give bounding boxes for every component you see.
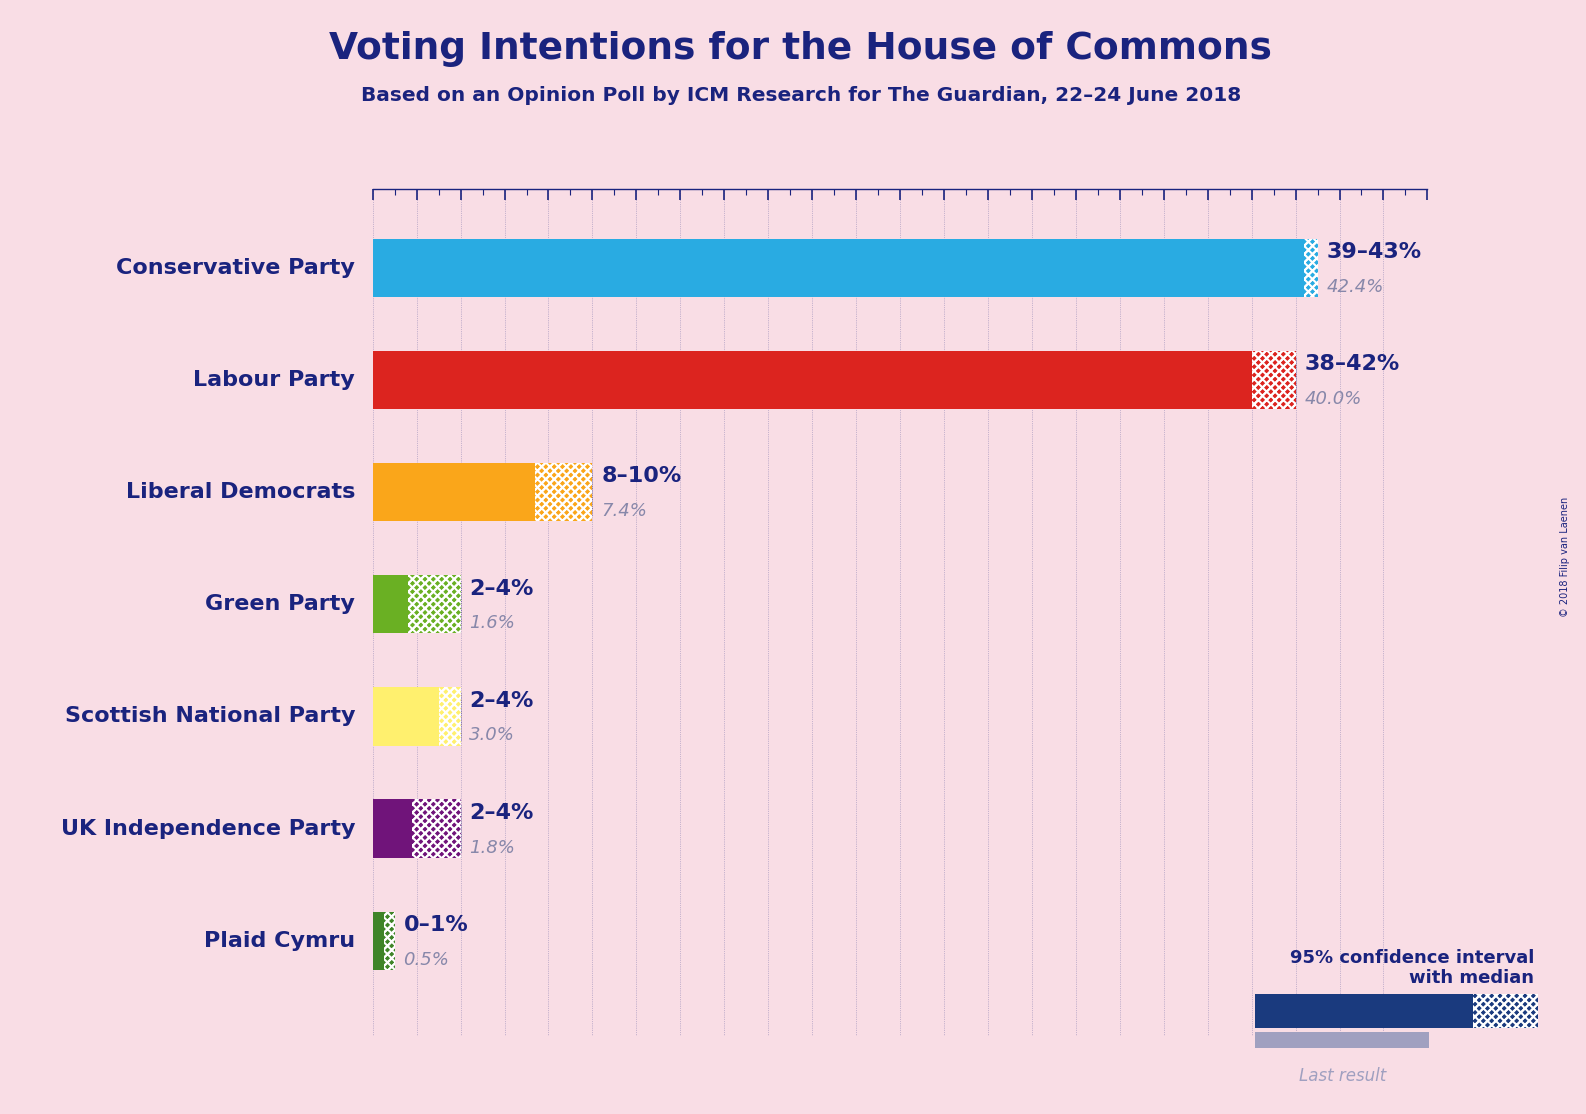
Text: 0–1%: 0–1% (403, 915, 468, 935)
Bar (1473, 995, 1581, 1027)
Text: 2–4%: 2–4% (469, 803, 534, 823)
Text: 0.5%: 0.5% (403, 950, 449, 969)
Bar (412, 800, 460, 858)
Text: Conservative Party: Conservative Party (116, 257, 355, 277)
Text: Liberal Democrats: Liberal Democrats (125, 482, 355, 502)
Bar (408, 575, 460, 634)
Bar (373, 693, 460, 740)
Bar (1473, 995, 1581, 1027)
Bar (408, 575, 460, 634)
Bar (1251, 351, 1296, 409)
Bar (373, 687, 439, 745)
Bar (373, 245, 1318, 291)
Text: Labour Party: Labour Party (193, 370, 355, 390)
Text: 40.0%: 40.0% (1304, 390, 1362, 408)
Text: Based on an Opinion Poll by ICM Research for The Guardian, 22–24 June 2018: Based on an Opinion Poll by ICM Research… (360, 86, 1242, 105)
Text: 38–42%: 38–42% (1304, 354, 1399, 374)
Bar (373, 706, 439, 726)
Bar (1251, 351, 1296, 409)
Bar (412, 800, 460, 858)
Bar (373, 469, 593, 516)
Text: © 2018 Filip van Laenen: © 2018 Filip van Laenen (1561, 497, 1570, 617)
Bar (373, 356, 1296, 403)
Bar (373, 582, 460, 627)
Text: Scottish National Party: Scottish National Party (65, 706, 355, 726)
Bar (373, 819, 412, 839)
Bar (384, 911, 395, 970)
Text: Green Party: Green Party (205, 594, 355, 614)
Bar (1255, 995, 1473, 1027)
Bar (373, 931, 384, 950)
Bar (373, 238, 1304, 297)
Bar (373, 258, 1304, 277)
Text: 2–4%: 2–4% (469, 578, 534, 598)
Bar (373, 482, 536, 502)
Text: 3.0%: 3.0% (469, 726, 515, 744)
Bar (373, 351, 1251, 409)
Bar (439, 687, 460, 745)
Bar (1304, 238, 1318, 297)
Bar (373, 370, 1251, 390)
Bar (373, 800, 412, 858)
Text: 1.6%: 1.6% (469, 614, 515, 633)
Bar (373, 575, 408, 634)
Bar (1304, 238, 1318, 297)
Text: 39–43%: 39–43% (1326, 242, 1421, 262)
Bar (373, 911, 384, 970)
Text: 42.4%: 42.4% (1326, 277, 1383, 296)
Text: 8–10%: 8–10% (601, 467, 682, 487)
Text: Last result: Last result (1299, 1067, 1386, 1085)
Text: Plaid Cymru: Plaid Cymru (205, 930, 355, 950)
Bar (384, 911, 395, 970)
Bar (536, 463, 593, 521)
Text: 7.4%: 7.4% (601, 502, 647, 520)
Text: UK Independence Party: UK Independence Party (60, 819, 355, 839)
Text: 1.8%: 1.8% (469, 839, 515, 857)
Text: Voting Intentions for the House of Commons: Voting Intentions for the House of Commo… (330, 31, 1272, 67)
Bar (536, 463, 593, 521)
Bar (439, 687, 460, 745)
Text: 2–4%: 2–4% (469, 691, 534, 711)
Bar (373, 917, 395, 964)
Bar (373, 463, 536, 521)
Bar (1255, 1032, 1429, 1048)
Bar (373, 595, 408, 614)
Text: 95% confidence interval
with median: 95% confidence interval with median (1289, 948, 1534, 987)
Bar (373, 805, 460, 852)
